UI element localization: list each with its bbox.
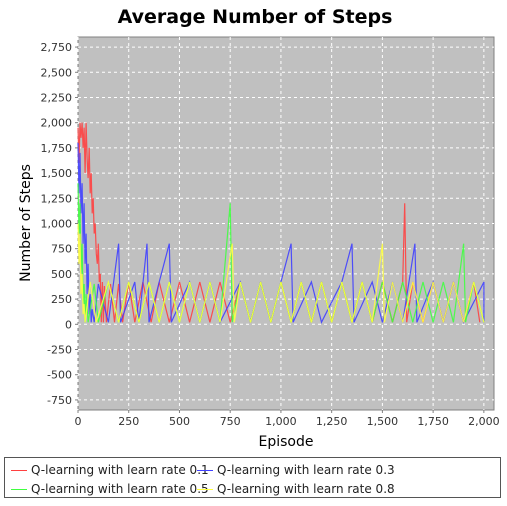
y-tick-label: 500 — [51, 268, 72, 281]
x-axis-label: Episode — [259, 434, 314, 450]
x-tick-label: 1,250 — [316, 415, 348, 428]
axes: -750 -500 -250 0 250 500 750 1,000 1,250 1,500 1,7… — [41, 41, 500, 428]
y-tick-label: 1,750 — [41, 142, 73, 155]
legend: Q-learning with learn rate 0.1 Q-learnin… — [4, 457, 501, 498]
legend-label-2: Q-learning with learn rate 0.5 — [31, 482, 209, 496]
plot-background — [77, 36, 495, 411]
legend-swatch-2 — [11, 488, 27, 490]
y-tick-label: 750 — [51, 243, 72, 256]
legend-label-0: Q-learning with learn rate 0.1 — [31, 463, 209, 477]
x-tick-label: 250 — [118, 415, 139, 428]
y-tick-label: 2,000 — [41, 117, 73, 130]
legend-item-2: Q-learning with learn rate 0.5 — [11, 482, 209, 496]
series-layer — [77, 122, 485, 325]
legend-item-3: Q-learning with learn rate 0.8 — [197, 482, 395, 496]
chart-title: Average Number of Steps — [118, 6, 393, 28]
x-tick-label: 0 — [75, 415, 82, 428]
legend-label-3: Q-learning with learn rate 0.8 — [217, 482, 395, 496]
series-line-3 — [77, 223, 485, 323]
y-axis-label: Number of Steps — [18, 164, 34, 282]
legend-item-0: Q-learning with learn rate 0.1 — [11, 463, 209, 477]
x-tick-label: 1,750 — [417, 415, 449, 428]
legend-item-1: Q-learning with learn rate 0.3 — [197, 463, 395, 477]
y-tick-label: 250 — [51, 293, 72, 306]
legend-swatch-1 — [197, 469, 213, 471]
legend-swatch-3 — [197, 488, 213, 490]
x-tick-label: 2,000 — [468, 415, 500, 428]
x-tick-label: 500 — [169, 415, 190, 428]
y-tick-label: 1,000 — [41, 218, 73, 231]
x-tick-label: 750 — [220, 415, 241, 428]
legend-label-1: Q-learning with learn rate 0.3 — [217, 463, 395, 477]
x-tick-label: 1,500 — [367, 415, 399, 428]
y-tick-label: 2,750 — [41, 41, 73, 54]
y-tick-label: 1,250 — [41, 192, 73, 205]
y-tick-label: -750 — [47, 394, 72, 407]
legend-swatch-0 — [11, 469, 27, 471]
y-tick-label: 0 — [65, 318, 72, 331]
y-tick-label: 2,500 — [41, 66, 73, 79]
y-tick-label: 2,250 — [41, 91, 73, 104]
y-tick-label: -500 — [47, 369, 72, 382]
y-tick-label: 1,500 — [41, 167, 73, 180]
y-tick-label: -250 — [47, 344, 72, 357]
x-tick-label: 1,000 — [265, 415, 297, 428]
grid-lines — [77, 37, 494, 410]
